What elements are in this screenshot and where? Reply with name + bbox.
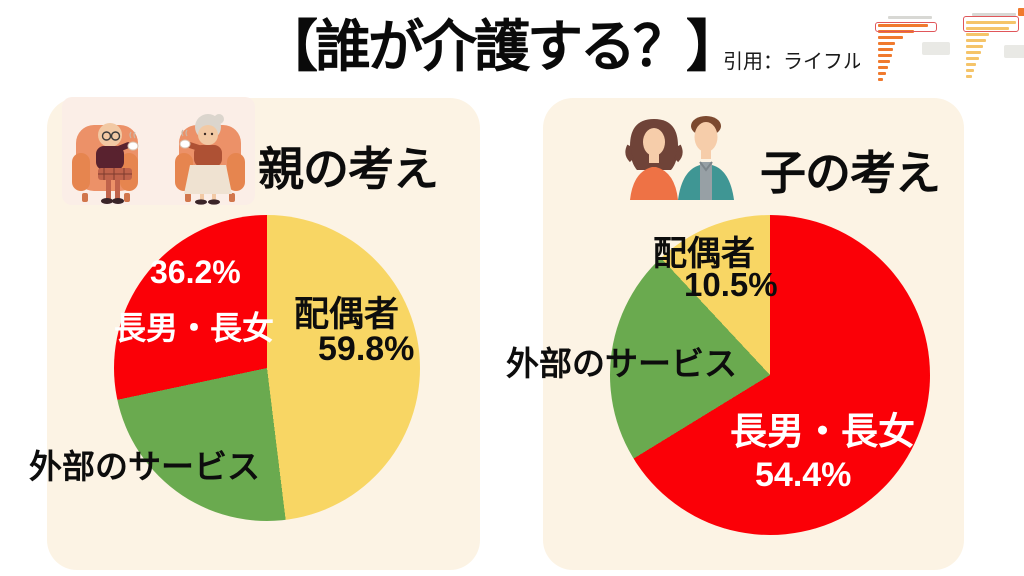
mini-annotation-box bbox=[922, 42, 950, 55]
citation-text: 引用：ライフル bbox=[723, 51, 863, 73]
parents-eldest-label: 長男・長女 bbox=[114, 310, 275, 346]
page-title: 【誰が介護する？】 bbox=[262, 15, 742, 78]
mini-logo-mark bbox=[1018, 8, 1024, 16]
mini-bar-chart-right bbox=[963, 8, 1024, 81]
mini-highlight-box bbox=[963, 16, 1019, 32]
children-chart-title: 子の考え bbox=[760, 147, 941, 199]
parents-spouse-label: 配偶者 bbox=[294, 295, 400, 334]
children-external-service-label: 外部のサービス bbox=[506, 345, 737, 382]
mini-bar-chart-left bbox=[875, 16, 950, 84]
pie-chart-parents bbox=[114, 215, 420, 521]
mini-highlight-box bbox=[875, 22, 937, 32]
source-charts-thumbnail bbox=[860, 4, 1024, 86]
children-eldest-label: 長男・長女 bbox=[730, 411, 915, 452]
parents-chart-title: 親の考え bbox=[258, 143, 439, 195]
mini-chart-title-placeholder bbox=[972, 13, 1016, 16]
elderly-couple-illustration bbox=[62, 97, 255, 205]
mini-annotation-box bbox=[1004, 45, 1024, 58]
parents-eldest-percент-label: 36.2% bbox=[150, 254, 241, 290]
parents-spouse-percent-label: 59.8% bbox=[318, 330, 415, 368]
pie-chart-children bbox=[610, 215, 930, 535]
mini-bars-right bbox=[966, 21, 1022, 78]
parents-external-service-label: 外部のサービス bbox=[29, 448, 260, 485]
children-spouse-percent-label: 10.5% bbox=[684, 266, 778, 303]
children-spouse-label: 配偶者 bbox=[653, 235, 755, 273]
young-couple-illustration bbox=[625, 116, 734, 200]
children-eldest-percent-label: 54.4% bbox=[755, 456, 852, 494]
mini-chart-title-placeholder bbox=[888, 16, 932, 19]
